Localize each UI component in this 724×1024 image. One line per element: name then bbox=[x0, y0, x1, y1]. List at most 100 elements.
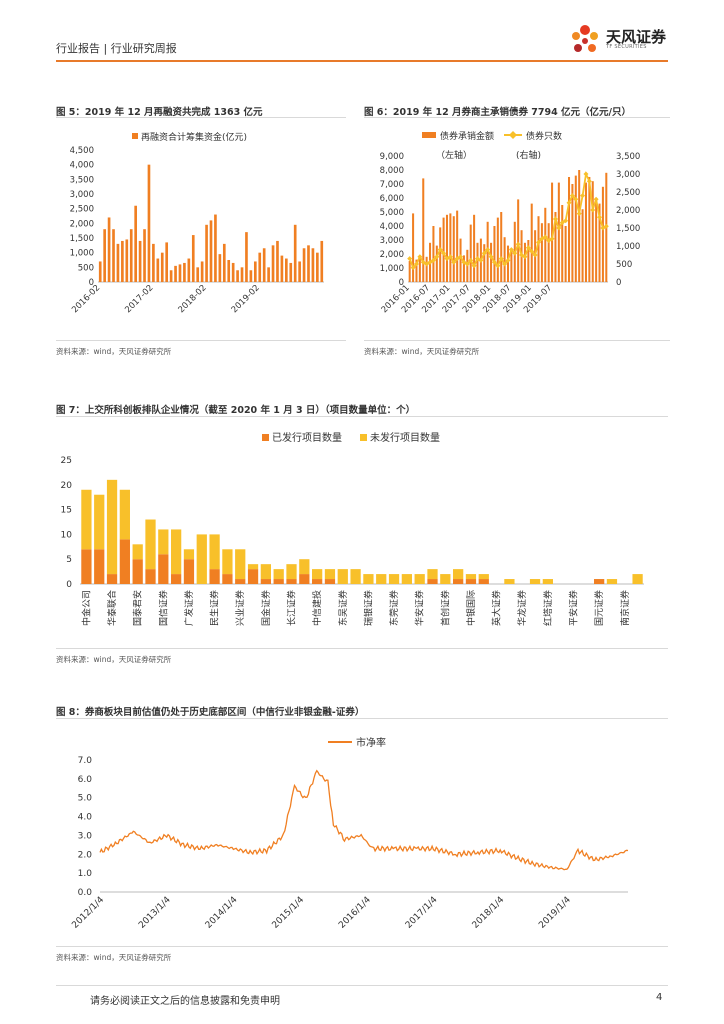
bar bbox=[174, 265, 177, 282]
bar bbox=[571, 184, 574, 282]
x-tick-label: 2016-02 bbox=[70, 283, 102, 315]
bar bbox=[523, 242, 526, 282]
y-tick-label-right: 2,000 bbox=[616, 206, 640, 216]
bar bbox=[98, 261, 102, 282]
x-tick-label: 2017-02 bbox=[123, 283, 155, 315]
y-tick-label: 4.0 bbox=[78, 813, 93, 823]
bar bbox=[222, 243, 226, 282]
bar bbox=[540, 223, 543, 282]
page-number: 4 bbox=[656, 992, 663, 1003]
line-point bbox=[427, 259, 433, 265]
bar bbox=[591, 181, 594, 282]
bar bbox=[422, 178, 425, 282]
line-point bbox=[478, 257, 484, 263]
line-point bbox=[447, 254, 453, 260]
line-point bbox=[502, 261, 508, 267]
line-point bbox=[505, 257, 511, 263]
logo-en-text: TF SECURITIES bbox=[606, 44, 647, 50]
line-point bbox=[458, 254, 464, 260]
line-point bbox=[573, 196, 579, 202]
bar bbox=[236, 270, 239, 282]
y-tick-label-left: 3,000 bbox=[380, 236, 404, 246]
bar bbox=[493, 226, 496, 282]
y-tick-label-left: 8,000 bbox=[380, 166, 404, 176]
bar bbox=[581, 209, 584, 282]
x-tick-label: 中金公司 bbox=[80, 590, 92, 626]
bar-issued bbox=[145, 569, 156, 584]
bar bbox=[191, 235, 195, 282]
x-tick-label: 东吴证券 bbox=[337, 590, 349, 626]
bar bbox=[564, 226, 567, 282]
bar bbox=[152, 243, 155, 282]
y-tick-label-right: 0 bbox=[616, 278, 621, 288]
bar-unissued bbox=[453, 569, 464, 580]
bar bbox=[496, 217, 499, 282]
x-tick-label: 2012/1/4 bbox=[70, 895, 106, 931]
bar-issued bbox=[158, 554, 169, 584]
bar bbox=[129, 229, 133, 282]
y-tick-label-right: 1,000 bbox=[616, 242, 640, 252]
y-tick-label: 2.0 bbox=[78, 850, 93, 860]
y-tick-label-left: 9,000 bbox=[380, 152, 404, 162]
bar bbox=[187, 258, 191, 282]
bar bbox=[578, 170, 581, 282]
bar bbox=[249, 270, 253, 282]
x-tick-label: 华泰联合 bbox=[106, 590, 118, 626]
bar-issued bbox=[94, 549, 105, 584]
bar bbox=[462, 255, 465, 282]
bar bbox=[285, 258, 288, 282]
bar-issued bbox=[209, 569, 220, 584]
bar bbox=[442, 217, 445, 282]
y-tick-label: 1,000 bbox=[70, 249, 94, 259]
bar bbox=[143, 229, 146, 282]
bar bbox=[253, 261, 257, 282]
bar bbox=[196, 267, 200, 282]
flower-logo-icon bbox=[572, 25, 598, 52]
line-point bbox=[529, 248, 535, 254]
line-point bbox=[495, 263, 501, 269]
x-tick-label: 华龙证券 bbox=[516, 590, 528, 626]
bar-unissued bbox=[158, 529, 169, 555]
fig8-chart: 市净率 0.0 1.0 2.0 3.0 4.0 5.0 6.0 7.0 2012/1/4 2013/… bbox=[70, 736, 629, 931]
bar-unissued bbox=[171, 529, 182, 575]
y-tick-label-left: 2,000 bbox=[380, 250, 404, 260]
bar bbox=[245, 232, 248, 282]
bar-issued bbox=[81, 549, 92, 584]
line-point bbox=[430, 257, 436, 263]
legend-label: 已发行项目数量 bbox=[272, 431, 342, 444]
line-point bbox=[536, 239, 542, 245]
line-point bbox=[586, 178, 592, 184]
bar-unissued bbox=[363, 574, 374, 584]
y-tick-label-right: 2,500 bbox=[616, 188, 640, 198]
fig7-source-rule bbox=[56, 648, 668, 649]
y-tick-label-left: 0 bbox=[399, 278, 404, 288]
line-point bbox=[471, 263, 477, 269]
bar bbox=[205, 224, 208, 282]
bar bbox=[125, 239, 129, 282]
x-tick-label: 长江证券 bbox=[286, 590, 298, 626]
bar bbox=[601, 186, 604, 282]
line-point bbox=[556, 225, 562, 231]
bar bbox=[500, 212, 503, 282]
bar bbox=[112, 229, 115, 282]
bar bbox=[452, 216, 455, 282]
x-tick-label: 英大证券 bbox=[491, 590, 503, 626]
line-point bbox=[566, 200, 572, 206]
bar bbox=[147, 164, 151, 282]
bar bbox=[200, 261, 204, 282]
bar bbox=[551, 182, 554, 282]
line-point bbox=[491, 259, 497, 265]
x-tick-label: 红塔证券 bbox=[542, 590, 554, 626]
y-tick-label-right: 500 bbox=[616, 260, 632, 270]
y-tick-label: 25 bbox=[61, 456, 72, 466]
bar-unissued bbox=[376, 574, 387, 584]
bar-unissued bbox=[196, 534, 207, 584]
bar-issued bbox=[247, 569, 259, 584]
bar bbox=[302, 248, 306, 282]
legend-swatch-unissued bbox=[360, 434, 367, 441]
y-tick-label: 1,500 bbox=[70, 234, 94, 244]
line-point bbox=[441, 250, 447, 256]
bar bbox=[527, 240, 530, 282]
x-tick-label: 华安证券 bbox=[414, 590, 426, 626]
line-point bbox=[603, 223, 609, 229]
